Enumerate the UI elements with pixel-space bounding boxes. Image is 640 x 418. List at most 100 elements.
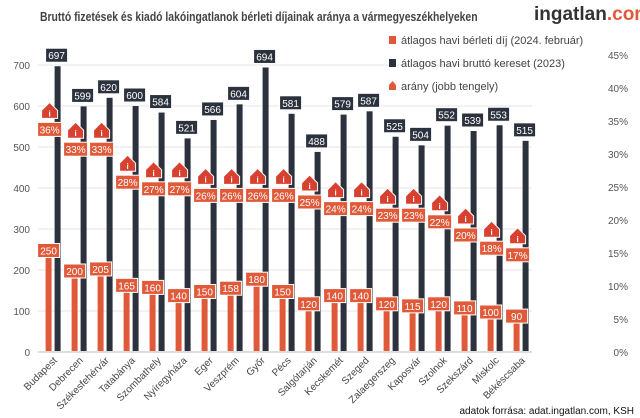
bar-salary [366,111,373,352]
ratio-marker-glyph: i [412,195,414,204]
rent-label: 200 [66,267,83,278]
salary-label-box [487,106,511,122]
ratio-marker-house-icon [145,161,163,179]
rent-label-box [167,288,191,304]
bar-rent [149,286,156,352]
salary-label: 620 [100,83,117,94]
ratio-marker-glyph: i [48,109,50,118]
ratio-label: 27% [170,185,190,196]
rent-label: 140 [170,292,187,303]
ratio-marker-house-icon [353,180,371,199]
bar-salary [444,125,451,353]
bar-salary [184,138,191,352]
ratio-label-box [479,240,505,256]
legend-label: átlagos havi bérleti díj (2024. február) [401,35,583,47]
salary-label: 587 [360,96,377,107]
bar-rent [435,302,442,352]
bar-salary [496,125,503,353]
rent-label: 120 [300,300,317,311]
legend-house-icon [389,81,396,90]
y-tick-label: 500 [13,143,30,154]
y2-tick-label: 40% [608,84,628,95]
ratio-label-box [323,201,349,217]
ratio-label-box [427,214,453,230]
rent-label: 205 [92,265,109,276]
ratio-marker-house-icon [67,121,85,139]
rent-label: 140 [352,292,369,303]
chart-title: Bruttó fizetések és kiadó lakóingatlanok… [40,9,478,24]
bar-rent [513,315,520,352]
ratio-marker-house-icon [483,220,501,238]
ratio-label-box [245,187,271,203]
bar-salary [210,119,217,352]
salary-label-box [175,119,199,135]
ratio-marker-glyph: i [360,189,362,198]
rent-label: 120 [378,300,395,311]
x-tick-label: Eger [193,355,216,378]
logo: ingatlan.com [534,4,640,26]
salary-label: 579 [334,100,351,111]
rent-label-box [349,288,373,304]
ratio-marker-house-icon [197,167,215,185]
ratio-label: 26% [274,191,294,202]
ratio-marker-glyph: i [100,129,102,138]
ratio-label: 22% [430,218,450,229]
y-tick-label: 700 [13,61,30,72]
ratio-marker-glyph: i [282,175,284,184]
salary-label-box [357,92,381,108]
ratio-marker-house-icon [223,167,241,185]
ratio-label: 23% [378,211,398,222]
ratio-marker-house-icon [301,174,319,192]
bar-salary [236,104,243,352]
ratio-label: 26% [196,191,216,202]
bar-salary [522,140,529,352]
ratio-label: 33% [92,145,112,156]
salary-label: 539 [464,116,481,127]
ratio-marker-house-icon [379,187,397,205]
salary-label: 488 [308,137,325,148]
salary-label: 694 [256,52,273,63]
rent-label: 115 [405,302,421,313]
salary-label-box [305,133,329,149]
rent-label-box [141,279,165,295]
ratio-label-box [297,194,323,210]
salary-label-box [227,85,251,101]
salary-label: 566 [204,105,221,116]
logo-suffix: .com [606,4,640,25]
bar-rent [409,304,416,352]
ratio-label-box [401,207,427,223]
salary-label: 552 [438,111,455,122]
rent-label-box [193,284,217,299]
bar-salary [288,113,295,352]
bar-rent [487,311,494,352]
source-note: adatok forrása: adat.ingatlan.com, KSH [459,406,634,417]
ratio-label-box [89,141,115,157]
x-tick-label: Győr [245,355,269,379]
salary-label: 553 [490,110,507,121]
ratio-label-box [141,181,167,197]
rent-label: 150 [274,288,291,299]
ratio-marker-house-icon [41,101,59,119]
y2-tick-label: 35% [608,117,628,128]
bar-rent [331,294,338,352]
ratio-label: 18% [482,244,502,255]
bar-salary [54,66,61,352]
rent-label: 90 [511,312,523,323]
rent-label: 160 [144,283,161,294]
bar-salary [158,112,165,352]
y2-tick-label: 10% [608,282,628,293]
bar-rent [97,267,104,352]
ratio-marker-glyph: i [516,235,518,244]
ratio-label: 24% [326,205,346,216]
y-tick-label: 600 [13,102,30,113]
salary-label-box [513,122,537,138]
salary-label-box [279,95,303,111]
rent-label-box [115,277,139,293]
salary-label-box [201,101,225,117]
y-tick-label: 0 [24,348,30,359]
rent-label: 250 [40,247,57,258]
bar-salary [262,67,269,353]
bar-rent [279,290,286,352]
ratio-marker-house-icon [249,167,267,185]
